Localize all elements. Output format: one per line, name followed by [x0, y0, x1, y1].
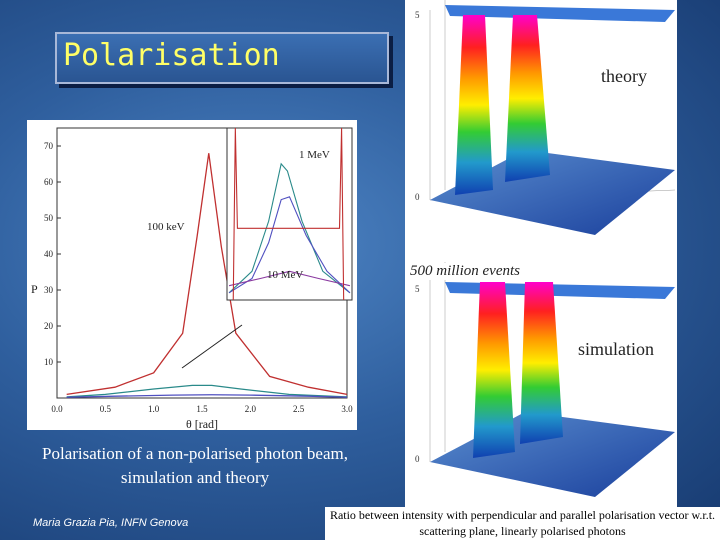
y-tick-label: 50 [44, 213, 54, 223]
events-label: 500 million events [406, 263, 524, 280]
sim-ztick: 0 [415, 454, 420, 464]
x-tick-label: 0.0 [51, 404, 63, 414]
footer-caption: Ratio between intensity with perpendicul… [325, 507, 720, 540]
simulation-svg: 5 0 [415, 262, 675, 497]
main-plot: 0.0 0.5 1.0 1.5 2.0 2.5 3.0 10 20 30 40 50 60 70 θ [ra… [31, 127, 353, 430]
slide-title: Polarisation [63, 38, 280, 73]
theory-ztick: 0 [415, 192, 420, 202]
series-line [66, 394, 348, 398]
y-tick-label: 20 [44, 321, 54, 331]
inset-series-label: 10 MeV [267, 269, 303, 281]
series-line [66, 384, 348, 398]
arrow-line [181, 324, 243, 369]
chart-svg: 0.0 0.5 1.0 1.5 2.0 2.5 3.0 10 20 30 40 50 60 70 θ [ra… [27, 120, 357, 430]
simulation-label: simulation [578, 339, 654, 359]
x-tick-label: 1.5 [196, 404, 208, 414]
x-tick-label: 2.0 [245, 404, 257, 414]
x-tick-label: 2.5 [293, 404, 305, 414]
theory-3d-plot: 5 0 [405, 0, 677, 262]
x-tick-label: 3.0 [341, 404, 353, 414]
x-axis-label: θ [rad] [186, 417, 218, 430]
theory-svg: 5 0 [415, 0, 676, 235]
inset-series-line [232, 127, 345, 301]
theory-ztick: 5 [415, 10, 420, 20]
x-tick-label: 0.5 [100, 404, 112, 414]
y-tick-label: 40 [44, 249, 54, 259]
y-tick-label: 30 [44, 285, 54, 295]
y-tick-label: 70 [44, 141, 54, 151]
inset-series-label: 1 MeV [299, 149, 330, 161]
inset-series-line [228, 162, 351, 294]
simulation-3d-plot: 5 0 [405, 262, 677, 507]
theory-label: theory [601, 66, 647, 86]
y-tick-label: 60 [44, 177, 54, 187]
slide-title-box: Polarisation [55, 32, 389, 84]
inset-series-label: 100 keV [147, 221, 185, 233]
x-tick-label: 1.0 [148, 404, 160, 414]
polarisation-chart: 0.0 0.5 1.0 1.5 2.0 2.5 3.0 10 20 30 40 50 60 70 θ [ra… [27, 120, 357, 430]
caption: Polarisation of a non-polarised photon b… [42, 444, 348, 487]
inset-series-line [228, 196, 351, 294]
y-tick-label: 10 [44, 357, 54, 367]
series-line [66, 153, 348, 396]
inset-plot: 1 MeV 100 keV 10 MeV [147, 127, 353, 301]
y-axis-label: P [31, 282, 38, 296]
inset-series-line [228, 270, 351, 287]
sim-ztick: 5 [415, 284, 420, 294]
author: Maria Grazia Pia, INFN Genova [33, 517, 189, 529]
